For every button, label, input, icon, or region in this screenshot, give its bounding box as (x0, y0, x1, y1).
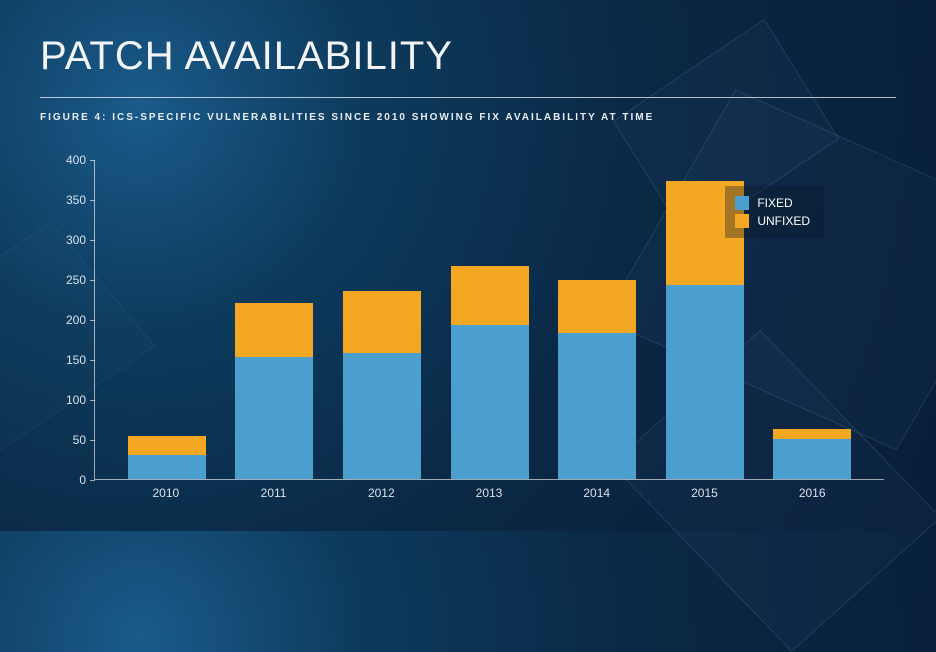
bar-slot (221, 160, 329, 479)
bar (235, 303, 313, 479)
bar (773, 429, 851, 479)
y-tick-label: 50 (46, 433, 86, 447)
bar (128, 436, 206, 479)
y-tick-label: 100 (46, 393, 86, 407)
bar-segment-unfixed (451, 266, 529, 324)
bar-segment-unfixed (773, 429, 851, 439)
x-tick-label: 2016 (758, 486, 866, 500)
bar-segment-fixed (773, 439, 851, 479)
bar (343, 291, 421, 479)
x-tick-label: 2012 (327, 486, 435, 500)
x-tick-label: 2010 (112, 486, 220, 500)
bar-slot (113, 160, 221, 479)
figure-caption: FIGURE 4: ICS-SPECIFIC VULNERABILITIES S… (40, 112, 896, 123)
legend-label: FIXED (757, 194, 792, 212)
bar-segment-fixed (666, 285, 744, 479)
x-axis-labels: 2010201120122013201420152016 (94, 486, 884, 500)
bar-slot (543, 160, 651, 479)
y-tick-label: 350 (46, 193, 86, 207)
x-tick-label: 2013 (435, 486, 543, 500)
y-tick-label: 150 (46, 353, 86, 367)
x-tick-label: 2011 (220, 486, 328, 500)
y-tick-label: 400 (46, 153, 86, 167)
legend-item: FIXED (735, 194, 810, 212)
y-axis: 050100150200250300350400 (46, 160, 86, 480)
bar (558, 280, 636, 479)
bar-segment-fixed (451, 325, 529, 479)
plot-area: FIXEDUNFIXED (94, 160, 884, 480)
y-tick-label: 300 (46, 233, 86, 247)
bar-segment-unfixed (558, 280, 636, 334)
bar-segment-unfixed (343, 291, 421, 353)
bar-segment-fixed (235, 357, 313, 479)
y-tick-label: 0 (46, 473, 86, 487)
y-tick-label: 250 (46, 273, 86, 287)
bar-segment-fixed (343, 353, 421, 479)
bar-segment-unfixed (128, 436, 206, 455)
legend-swatch (735, 196, 749, 210)
patch-availability-chart: 050100150200250300350400 FIXEDUNFIXED 20… (46, 160, 896, 510)
y-tick-label: 200 (46, 313, 86, 327)
legend-label: UNFIXED (757, 212, 810, 230)
page-title: PATCH AVAILABILITY (40, 34, 896, 79)
bar-slot (436, 160, 544, 479)
legend-item: UNFIXED (735, 212, 810, 230)
header: PATCH AVAILABILITY FIGURE 4: ICS-SPECIFI… (0, 0, 936, 123)
bar-segment-unfixed (235, 303, 313, 357)
legend-swatch (735, 214, 749, 228)
bar (451, 266, 529, 479)
legend: FIXEDUNFIXED (725, 186, 824, 238)
bar-slot (328, 160, 436, 479)
x-tick-label: 2015 (651, 486, 759, 500)
title-rule (40, 97, 896, 98)
bar-segment-fixed (128, 455, 206, 479)
bar-segment-fixed (558, 333, 636, 479)
x-tick-label: 2014 (543, 486, 651, 500)
